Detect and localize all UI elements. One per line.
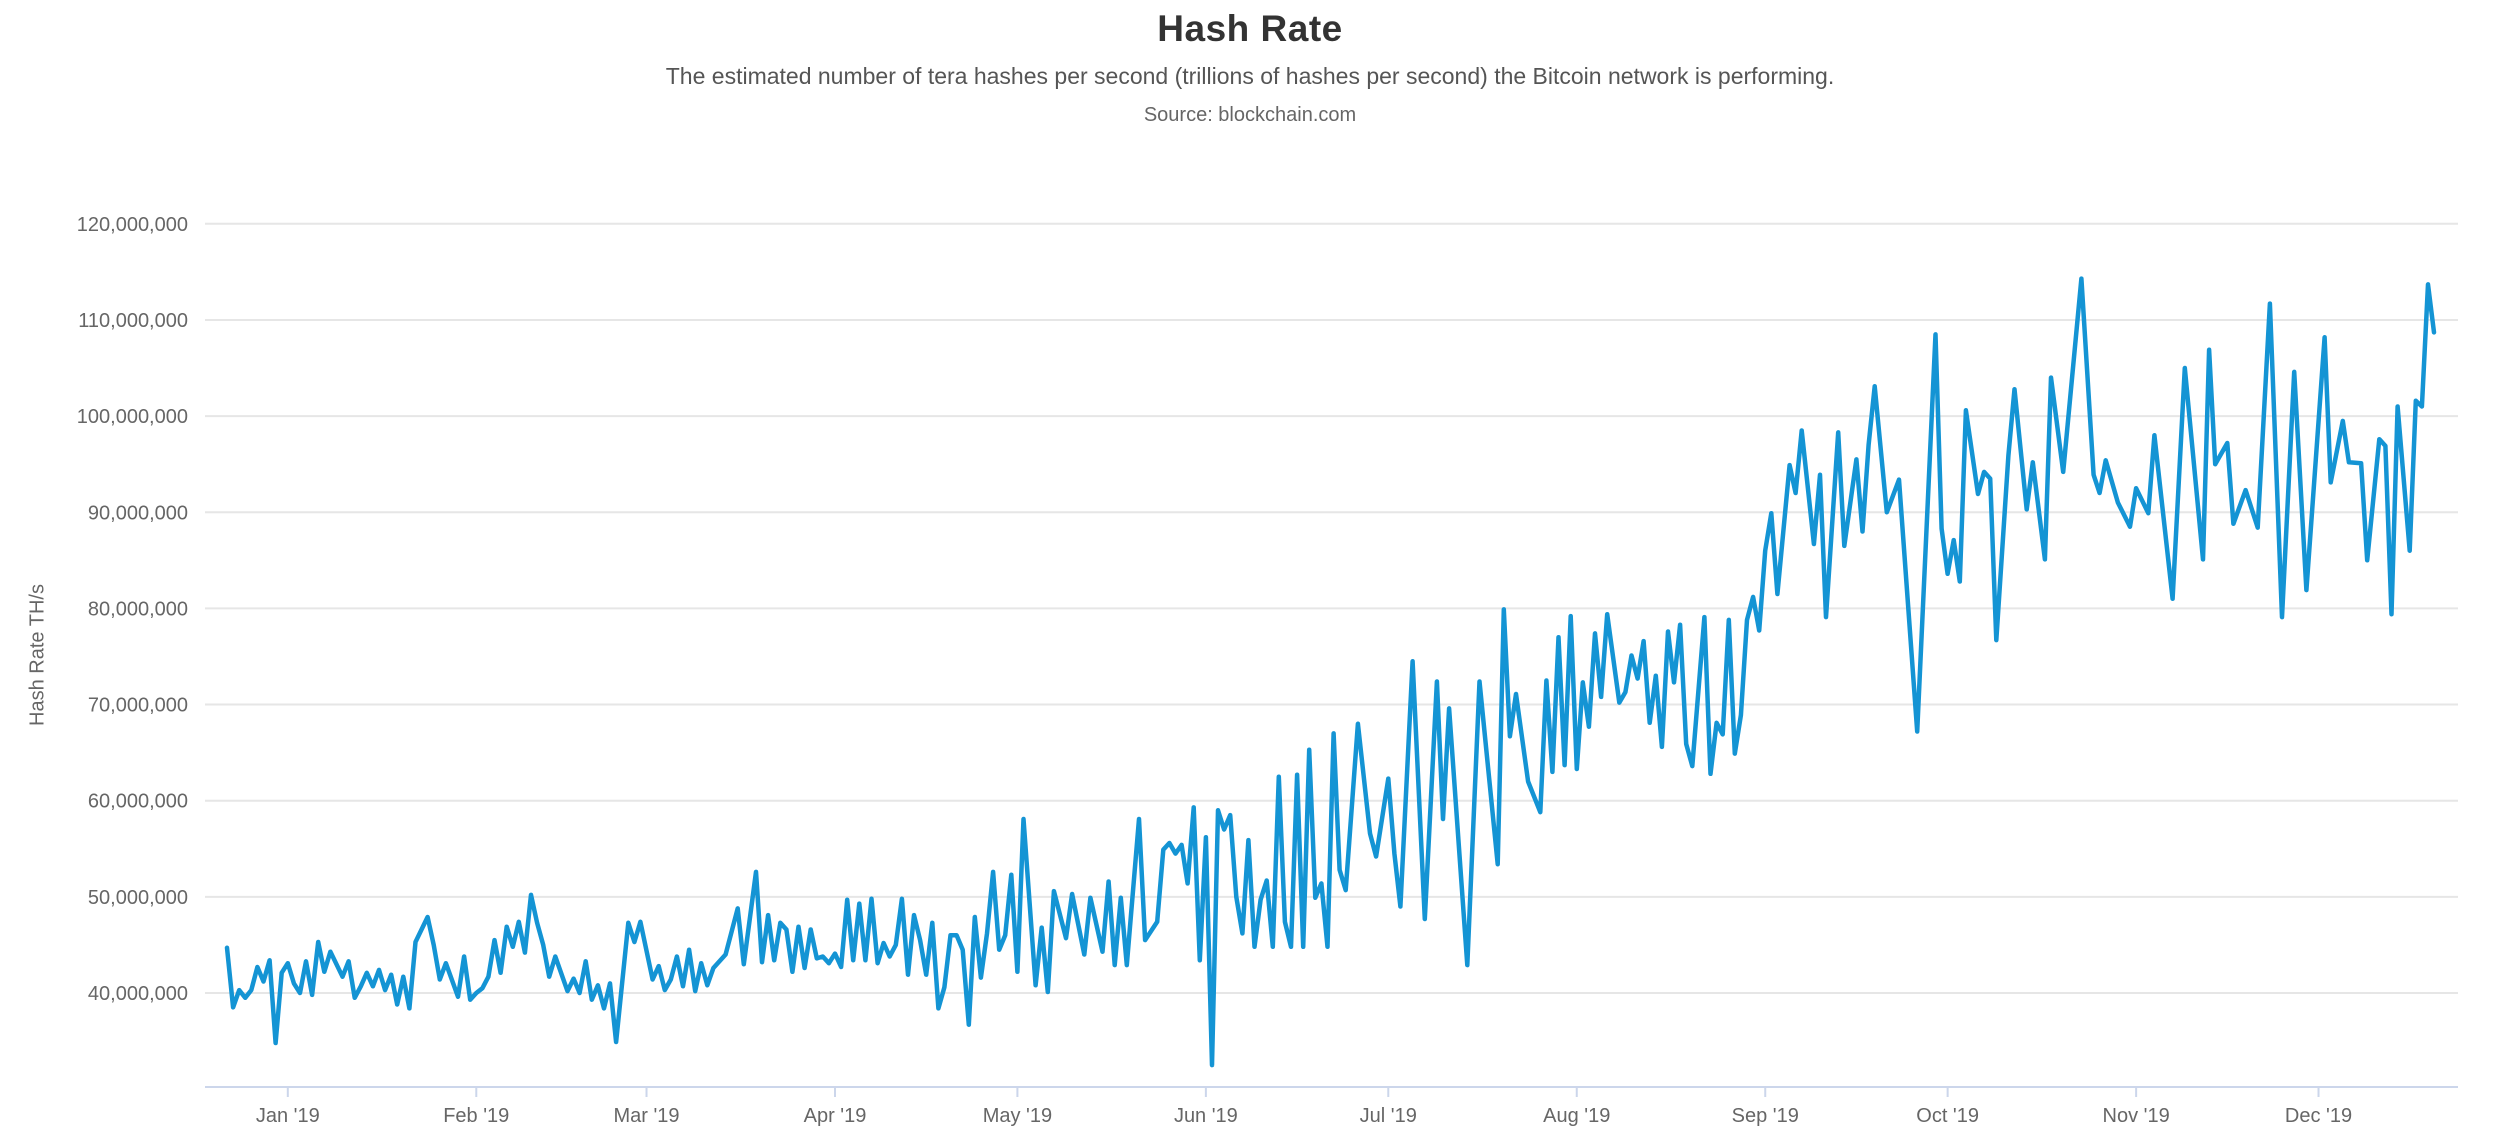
x-axis-tick-label: Apr '19 (804, 1105, 867, 1127)
x-axis-tick-label: Dec '19 (2285, 1105, 2352, 1127)
x-axis-tick-label: Feb '19 (443, 1105, 509, 1127)
y-axis-tick-label: 80,000,000 (88, 598, 188, 620)
y-axis-tick-label: 110,000,000 (78, 310, 188, 332)
y-axis-tick-label: 120,000,000 (77, 214, 188, 236)
y-axis-tick-label: 40,000,000 (88, 983, 188, 1005)
x-axis-tick-label: Mar '19 (613, 1105, 679, 1127)
y-axis-tick-label: 70,000,000 (88, 695, 188, 717)
x-axis-tick-label: Jul '19 (1360, 1105, 1417, 1127)
page-title: Hash Rate (1157, 8, 1343, 49)
x-axis-tick-label: Jan '19 (256, 1105, 320, 1127)
y-axis-tick-label: 100,000,000 (77, 406, 188, 428)
x-axis-tick-label: Jun '19 (1174, 1105, 1238, 1127)
chart-subtitle: The estimated number of tera hashes per … (665, 63, 1835, 89)
x-axis-tick-label: Oct '19 (1916, 1105, 1979, 1127)
x-axis-tick-label: Nov '19 (2103, 1105, 2170, 1127)
x-axis-tick-label: Sep '19 (1732, 1105, 1799, 1127)
x-axis-tick-label: May '19 (983, 1105, 1052, 1127)
y-axis-tick-label: 90,000,000 (88, 502, 188, 524)
y-axis-tick-label: 50,000,000 (88, 887, 188, 909)
y-axis-tick-label: 60,000,000 (88, 791, 188, 813)
chart-source-attribution: Source: blockchain.com (1143, 104, 1357, 126)
x-axis-tick-label: Aug '19 (1543, 1105, 1610, 1127)
hash-rate-series-line (224, 276, 2437, 1068)
